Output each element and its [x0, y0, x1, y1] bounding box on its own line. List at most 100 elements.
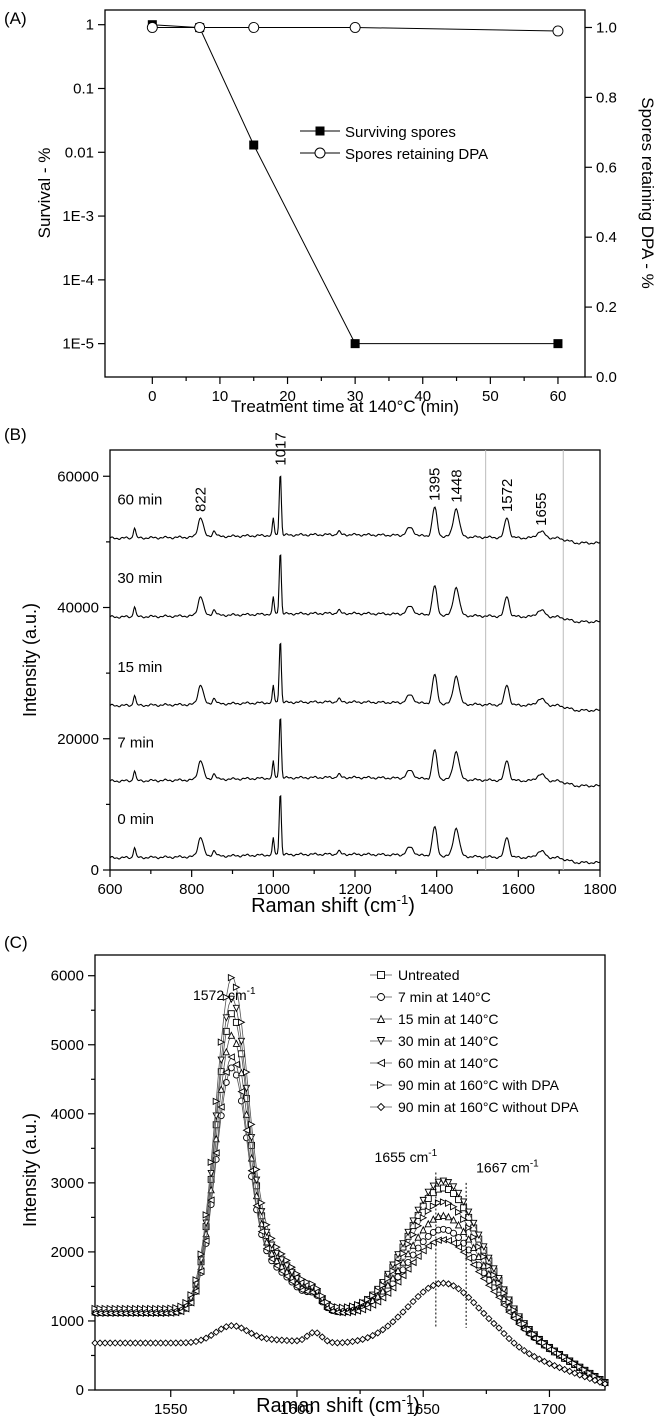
- y-right-tick-label: 0.2: [596, 299, 617, 316]
- data-point: [424, 1188, 432, 1197]
- x-tick-label: 1000: [257, 881, 290, 898]
- data-point: [414, 1233, 422, 1241]
- x-tick-label: 1200: [338, 881, 371, 898]
- data-point: [171, 1308, 180, 1317]
- x-tick-label: 20: [279, 388, 296, 405]
- data-point: [591, 1376, 599, 1384]
- spectrum-label: 7 min: [117, 734, 154, 751]
- data-point: [152, 1304, 160, 1313]
- data-point: [581, 1373, 589, 1381]
- data-point: [313, 1284, 322, 1293]
- data-point: [237, 1097, 245, 1105]
- data-point: [278, 1250, 286, 1258]
- data-point: [126, 1304, 135, 1313]
- data-point: [268, 1335, 276, 1343]
- data-point: [379, 1278, 387, 1287]
- data-point: [434, 1212, 443, 1220]
- data-point: [202, 1237, 210, 1245]
- spectrum-line: [109, 718, 601, 788]
- data-point: [439, 1279, 448, 1287]
- data-point: [308, 1288, 316, 1296]
- data-point: [217, 1038, 226, 1046]
- data-point: [419, 1225, 427, 1234]
- data-point: [207, 1158, 216, 1167]
- y-right-tick-label: 0.8: [596, 89, 617, 106]
- data-point: [429, 1182, 438, 1191]
- data-point: [248, 22, 260, 33]
- data-point: [449, 1239, 457, 1247]
- x-tick-label: 60: [550, 388, 567, 405]
- data-point: [273, 1336, 281, 1344]
- legend-label: 90 min at 160°C with DPA: [398, 1077, 560, 1093]
- data-point: [394, 1251, 402, 1259]
- data-point: [232, 983, 241, 992]
- data-point: [555, 1363, 564, 1372]
- legend-label: 30 min at 140°C: [398, 1033, 499, 1049]
- data-point: [283, 1256, 291, 1265]
- data-point: [273, 1249, 281, 1258]
- panel-b-chart: (B) Raman shift (cm-1) Intensity (a.u.) …: [4, 425, 617, 917]
- data-point: [222, 1027, 230, 1035]
- data-point: [449, 1183, 458, 1191]
- legend-label-dpa: Spores retaining DPA: [345, 146, 488, 163]
- data-point: [217, 1103, 225, 1111]
- data-point: [439, 1177, 448, 1186]
- data-point: [490, 1277, 498, 1286]
- data-point: [530, 1330, 539, 1338]
- data-point: [404, 1249, 412, 1258]
- peak-label: 1448: [448, 469, 465, 502]
- data-point: [348, 1337, 357, 1346]
- data-point: [552, 25, 564, 37]
- data-point: [460, 1215, 468, 1224]
- x-tick-label: 1800: [583, 881, 616, 898]
- legend-marker-dpa: [314, 147, 326, 159]
- data-point: [429, 1281, 437, 1290]
- x-tick-label: 1650: [407, 1401, 440, 1418]
- data-point: [414, 1252, 422, 1260]
- data-point: [257, 1227, 266, 1236]
- data-point: [566, 1367, 574, 1375]
- data-point: [419, 1246, 427, 1255]
- data-point: [490, 1319, 498, 1328]
- data-point: [217, 1325, 225, 1333]
- data-point: [202, 1219, 210, 1228]
- data-point: [358, 1305, 367, 1314]
- x-tick-label: 1600: [502, 881, 535, 898]
- legend-label-surviving: Surviving spores: [345, 124, 456, 141]
- data-point: [586, 1374, 594, 1383]
- data-point: [469, 1260, 478, 1269]
- data-point: [273, 1256, 281, 1265]
- data-point: [369, 1291, 377, 1300]
- data-point: [474, 1267, 483, 1276]
- x-tick-label: 1400: [420, 881, 453, 898]
- spectrum-line: [109, 642, 601, 713]
- data-point: [449, 1215, 458, 1224]
- data-point: [459, 1227, 468, 1235]
- panel-c-x-axis-title: Raman shift (cm-1): [256, 1392, 420, 1417]
- data-point: [318, 1292, 327, 1300]
- peak-label: 1655: [533, 492, 550, 525]
- data-point: [344, 1303, 352, 1311]
- y-tick-label: 2000: [51, 1244, 84, 1261]
- data-point: [272, 1262, 281, 1270]
- data-point: [349, 22, 361, 33]
- data-point: [525, 1325, 534, 1333]
- data-point: [248, 1120, 256, 1129]
- data-point: [136, 1339, 145, 1347]
- panel-c-plot-frame: [94, 954, 606, 1391]
- data-point: [177, 1302, 185, 1310]
- data-point: [374, 1329, 382, 1337]
- data-point: [379, 1326, 387, 1334]
- spectrum-line: [95, 998, 606, 1383]
- data-point: [586, 1369, 594, 1377]
- data-point: [333, 1339, 342, 1347]
- data-point: [212, 1149, 220, 1157]
- data-point: [475, 1252, 483, 1260]
- data-point: [445, 1226, 452, 1234]
- panel-b-y-axis-title: Intensity (a.u.): [20, 603, 40, 717]
- data-point: [121, 1339, 129, 1347]
- data-point: [469, 1219, 478, 1228]
- data-point: [475, 1243, 483, 1251]
- data-point: [222, 1068, 230, 1077]
- data-point: [268, 1249, 276, 1257]
